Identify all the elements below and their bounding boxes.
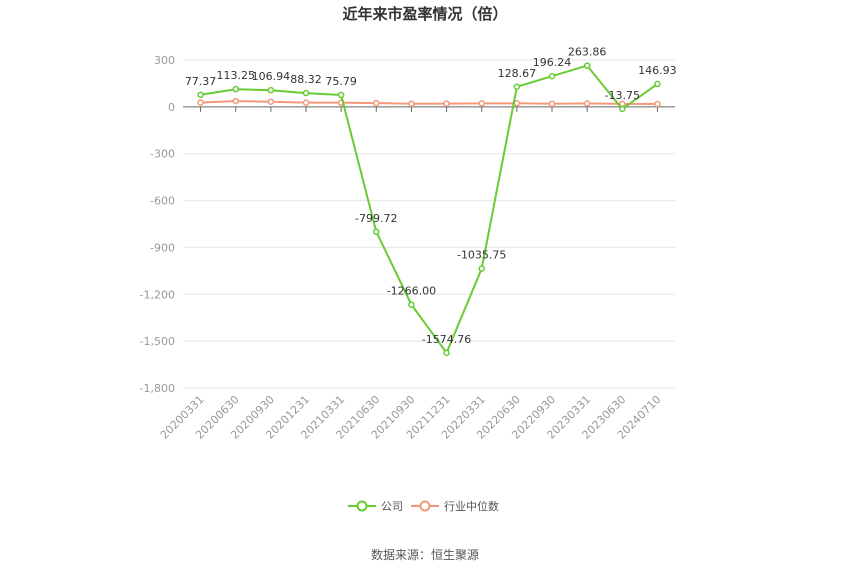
grid-lines bbox=[183, 59, 675, 389]
data-point[interactable] bbox=[337, 91, 345, 99]
data-label: -799.72 bbox=[355, 212, 397, 225]
data-point[interactable] bbox=[619, 105, 626, 113]
data-label: 113.25 bbox=[216, 69, 255, 82]
chart-title: 近年来市盈率情况（倍） bbox=[342, 5, 507, 23]
data-label: -1035.75 bbox=[457, 249, 506, 262]
data-point[interactable] bbox=[408, 301, 415, 308]
data-point[interactable] bbox=[197, 91, 204, 99]
y-tick-label: -1,800 bbox=[140, 382, 175, 395]
data-point[interactable] bbox=[197, 99, 204, 106]
data-point[interactable] bbox=[654, 80, 661, 88]
y-tick-label: -1,500 bbox=[140, 335, 175, 348]
y-tick-label: -300 bbox=[150, 148, 175, 161]
data-point[interactable] bbox=[302, 89, 310, 97]
data-point[interactable] bbox=[267, 86, 275, 94]
data-label: 88.32 bbox=[290, 73, 322, 86]
data-label: 77.37 bbox=[185, 75, 217, 88]
series-company bbox=[197, 62, 661, 357]
x-axis-ticks: 2020033120200630202009302020123120210331… bbox=[158, 106, 664, 442]
data-point[interactable] bbox=[478, 100, 485, 107]
data-point[interactable] bbox=[654, 100, 661, 108]
data-point[interactable] bbox=[232, 97, 239, 105]
data-label: 106.94 bbox=[252, 70, 291, 83]
data-point[interactable] bbox=[232, 85, 239, 93]
series-line bbox=[200, 64, 658, 355]
data-point[interactable] bbox=[408, 100, 415, 107]
data-point[interactable] bbox=[373, 228, 380, 236]
legend: 公司 行业中位数 bbox=[348, 499, 499, 513]
data-point[interactable] bbox=[267, 98, 275, 105]
data-label: 263.86 bbox=[568, 46, 607, 59]
data-source: 数据来源：恒生聚源 bbox=[371, 547, 479, 562]
data-point[interactable] bbox=[513, 83, 521, 91]
legend-item-industry-median[interactable]: 行业中位数 bbox=[411, 499, 499, 513]
legend-item-company[interactable]: 公司 bbox=[348, 500, 403, 513]
data-point[interactable] bbox=[548, 100, 556, 107]
legend-marker-icon bbox=[356, 500, 368, 512]
series-line bbox=[200, 100, 658, 105]
data-point[interactable] bbox=[443, 349, 450, 357]
data-point[interactable] bbox=[443, 100, 450, 107]
y-axis-ticks: 300 0 -300 -600 -900 -1,200 -1,500 -1,800 bbox=[140, 54, 175, 395]
data-label: -1266.00 bbox=[387, 285, 436, 298]
y-tick-label: 0 bbox=[168, 101, 175, 114]
data-label: 196.24 bbox=[533, 56, 572, 69]
data-point[interactable] bbox=[373, 99, 380, 107]
data-label: 146.93 bbox=[638, 64, 677, 77]
legend-label-company: 公司 bbox=[381, 500, 403, 513]
data-label: 128.67 bbox=[498, 67, 537, 80]
data-label: -13.75 bbox=[605, 89, 640, 102]
data-point[interactable] bbox=[548, 72, 556, 80]
data-point[interactable] bbox=[478, 265, 485, 272]
data-label: -1574.76 bbox=[422, 333, 471, 346]
data-point[interactable] bbox=[513, 100, 521, 107]
y-tick-label: -900 bbox=[150, 241, 175, 254]
series-lines bbox=[197, 62, 661, 357]
data-label: 75.79 bbox=[325, 75, 357, 88]
y-tick-label: -600 bbox=[150, 195, 175, 208]
data-point[interactable] bbox=[583, 100, 591, 107]
data-point[interactable] bbox=[302, 99, 310, 106]
legend-marker-icon bbox=[419, 500, 431, 512]
legend-label-industry-median: 行业中位数 bbox=[444, 499, 499, 513]
data-point[interactable] bbox=[583, 62, 591, 69]
y-tick-label: -1,200 bbox=[140, 288, 175, 301]
series-industry-median bbox=[197, 97, 661, 108]
y-tick-label: 300 bbox=[154, 54, 175, 67]
